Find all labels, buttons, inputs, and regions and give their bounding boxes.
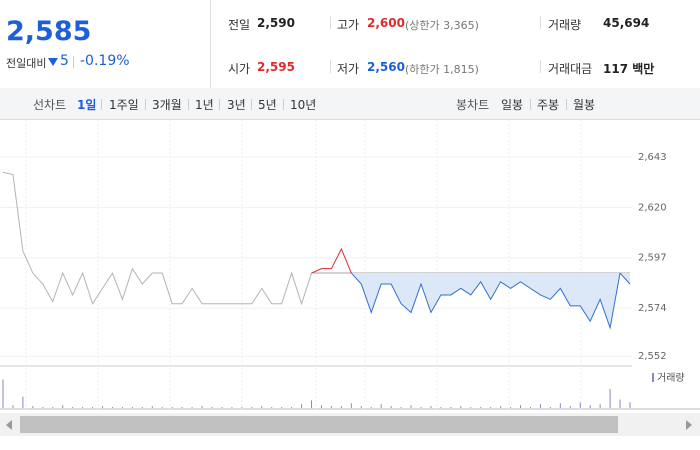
stat-label: 저가 bbox=[337, 62, 360, 76]
tab[interactable]: 1주일 bbox=[109, 98, 139, 112]
chart: 거래량 2,643 2,620 2,597 2,574 2,552 bbox=[0, 120, 700, 410]
price-line bbox=[311, 247, 352, 274]
tab-group-label: 봉차트 bbox=[456, 98, 490, 112]
y-tick-label: 2,574 bbox=[638, 303, 667, 314]
stat-label: 시가 bbox=[228, 62, 251, 76]
stat-value: 117 백만 bbox=[603, 62, 655, 76]
down-icon bbox=[48, 58, 58, 66]
tab[interactable]: 1일 bbox=[77, 98, 97, 112]
scroll-thumb[interactable] bbox=[20, 416, 618, 433]
area-fill bbox=[351, 273, 630, 328]
y-tick-label: 2,620 bbox=[638, 202, 667, 213]
divider bbox=[73, 56, 74, 68]
stat-value: 2,590 bbox=[257, 16, 295, 30]
tab[interactable]: 일봉 bbox=[501, 98, 524, 112]
change-percent: -0.19% bbox=[80, 53, 130, 69]
stat-note: (상한가 3,365) bbox=[405, 19, 479, 32]
y-tick-label: 2,643 bbox=[638, 152, 667, 163]
tab[interactable]: 1년 bbox=[195, 98, 214, 112]
y-tick-label: 2,552 bbox=[638, 351, 667, 362]
stat-value: 2,560 bbox=[367, 60, 405, 74]
tab[interactable]: 3개월 bbox=[152, 98, 182, 112]
stat-label: 거래량 bbox=[548, 18, 582, 32]
divider bbox=[210, 0, 211, 88]
stat-note: (하한가 1,815) bbox=[405, 63, 479, 76]
tab[interactable]: 10년 bbox=[290, 98, 317, 112]
stat-label: 전일 bbox=[228, 18, 251, 32]
price-line bbox=[2, 171, 312, 306]
stat-label: 거래대금 bbox=[548, 62, 593, 76]
y-tick-label: 2,597 bbox=[638, 253, 667, 264]
stat-value: 2,595 bbox=[257, 60, 295, 74]
legend-label: 거래량 bbox=[657, 372, 685, 384]
change: 5 bbox=[60, 53, 69, 69]
tab-group-label: 선차트 bbox=[33, 98, 67, 112]
stat-label: 고가 bbox=[337, 18, 360, 32]
tab-bar bbox=[0, 88, 700, 120]
tab[interactable]: 5년 bbox=[258, 98, 277, 112]
change-label: 전일대비 bbox=[6, 57, 47, 70]
price-line bbox=[350, 271, 631, 330]
stat-value: 45,694 bbox=[603, 16, 650, 30]
price: 2,585 bbox=[6, 16, 92, 47]
tab[interactable]: 월봉 bbox=[573, 98, 596, 112]
stat-value: 2,600 bbox=[367, 16, 405, 30]
tab[interactable]: 주봉 bbox=[537, 98, 560, 112]
tab[interactable]: 3년 bbox=[227, 98, 246, 112]
